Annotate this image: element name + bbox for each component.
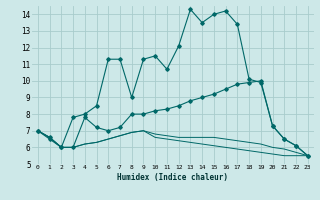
X-axis label: Humidex (Indice chaleur): Humidex (Indice chaleur) (117, 173, 228, 182)
